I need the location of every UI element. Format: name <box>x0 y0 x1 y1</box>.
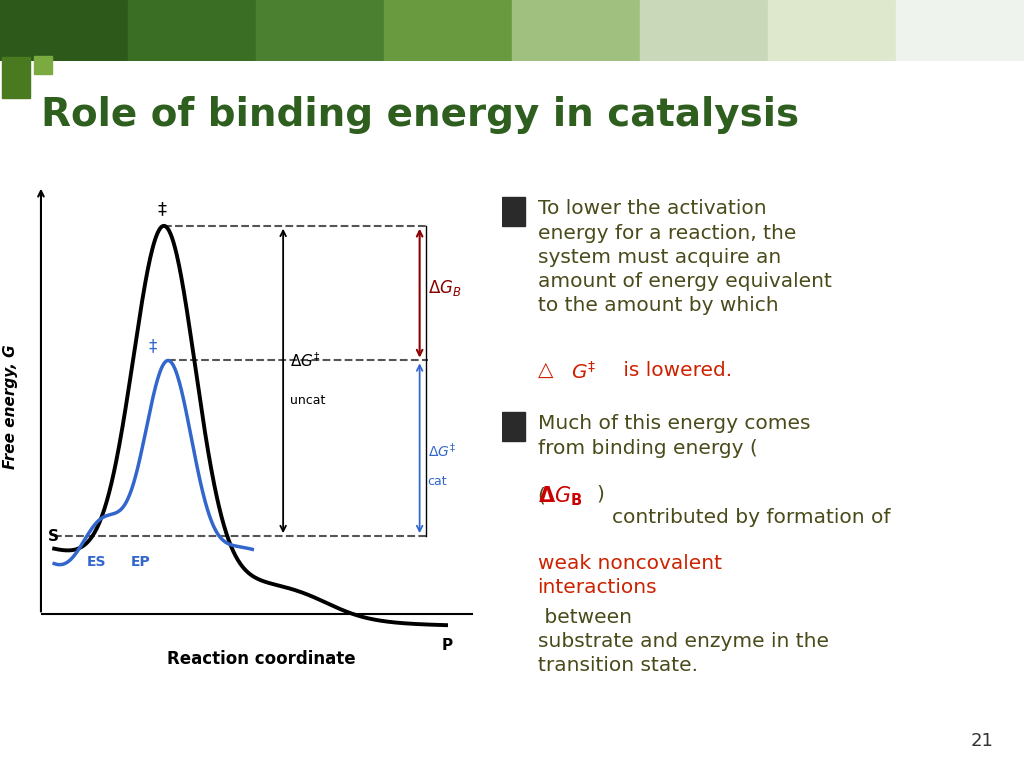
Text: $\Delta G_B$: $\Delta G_B$ <box>428 278 461 298</box>
Text: uncat: uncat <box>290 394 325 407</box>
Text: EP: EP <box>131 555 151 569</box>
Text: $G^‡$: $G^‡$ <box>571 361 596 382</box>
Text: Reaction coordinate: Reaction coordinate <box>167 650 355 668</box>
Text: ‡: ‡ <box>158 200 167 218</box>
Text: $\mathbf{\Delta}\mathbf{\mathit{G}}_{\mathbf{B}}$: $\mathbf{\Delta}\mathbf{\mathit{G}}_{\ma… <box>538 485 583 508</box>
Bar <box>896 0 1024 61</box>
Text: Much of this energy comes
from binding energy (: Much of this energy comes from binding e… <box>538 415 810 458</box>
Bar <box>256 0 384 61</box>
Text: contributed by formation of: contributed by formation of <box>612 485 890 528</box>
Bar <box>35 56 52 74</box>
Text: cat: cat <box>428 475 447 488</box>
Text: ‡: ‡ <box>148 337 157 356</box>
Text: weak noncovalent
interactions: weak noncovalent interactions <box>538 554 722 598</box>
Bar <box>128 0 256 61</box>
Text: between
substrate and enzyme in the
transition state.: between substrate and enzyme in the tran… <box>538 608 828 675</box>
Bar <box>768 0 896 61</box>
Bar <box>2 57 31 98</box>
Text: $\Delta G^‡$: $\Delta G^‡$ <box>428 442 456 461</box>
Bar <box>512 0 640 61</box>
Text: 21: 21 <box>971 732 993 750</box>
Text: S: S <box>47 528 58 544</box>
Bar <box>502 197 524 227</box>
Text: P: P <box>441 638 453 654</box>
Bar <box>502 412 524 441</box>
Text: (: ( <box>538 487 546 506</box>
Text: Role of binding energy in catalysis: Role of binding energy in catalysis <box>41 96 799 134</box>
Text: is lowered.: is lowered. <box>616 361 732 379</box>
Bar <box>640 0 768 61</box>
Bar <box>384 0 512 61</box>
Text: Free energy, G: Free energy, G <box>3 345 17 469</box>
Bar <box>0 0 128 61</box>
Text: $\Delta G^‡$: $\Delta G^‡$ <box>290 352 321 370</box>
Text: ): ) <box>596 485 604 503</box>
Text: ES: ES <box>87 555 106 569</box>
Text: To lower the activation
energy for a reaction, the
system must acquire an
amount: To lower the activation energy for a rea… <box>538 200 831 316</box>
Text: △: △ <box>538 361 553 379</box>
